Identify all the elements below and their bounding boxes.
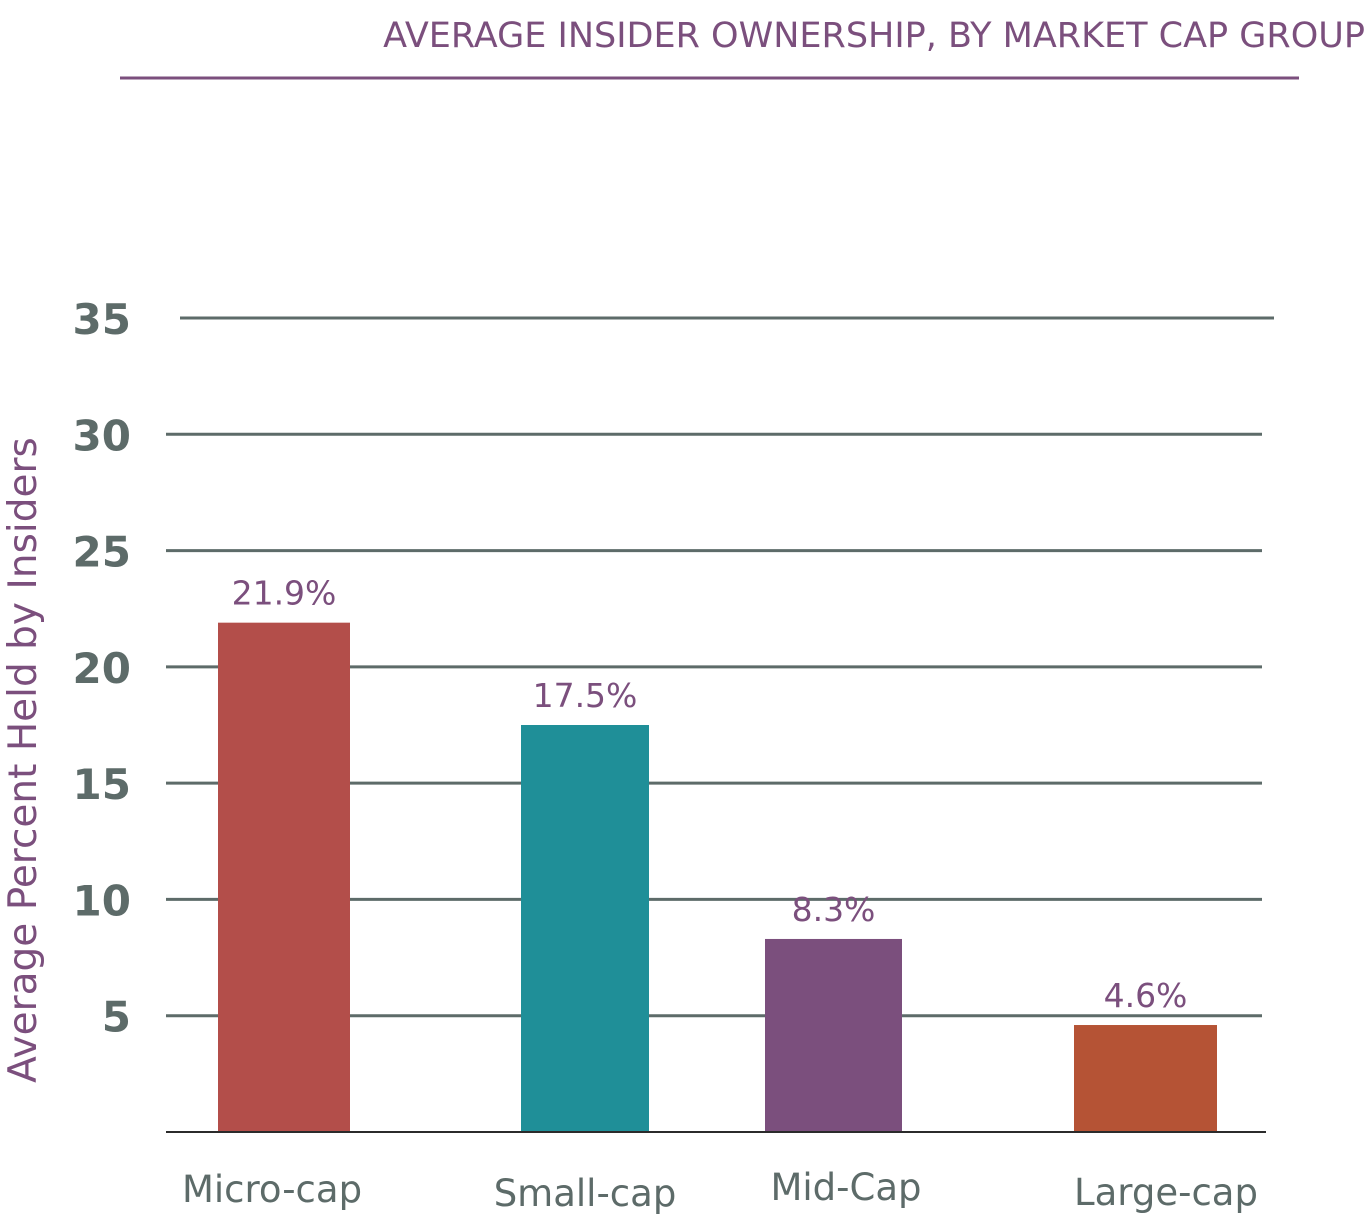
y-tick-label: 10 (73, 876, 131, 925)
y-axis-label: Average Percent Held by Insiders (1, 437, 46, 1083)
y-tick-label: 30 (73, 411, 131, 460)
y-tick-label: 15 (73, 760, 131, 809)
y-tick-label: 35 (73, 295, 131, 344)
bar-micro-cap (218, 622, 350, 1132)
x-category-label: Micro-cap (182, 1168, 362, 1211)
value-label: 4.6% (1104, 976, 1188, 1015)
x-axis-categories: Micro-cap Small-cap Mid-Cap Large-cap (182, 1166, 1258, 1215)
value-labels: 21.9% 17.5% 8.3% 4.6% (232, 574, 1188, 1015)
chart-title: AVERAGE INSIDER OWNERSHIP, BY MARKET CAP… (383, 16, 1365, 56)
y-tick-label: 20 (73, 644, 131, 693)
y-tick-label: 25 (73, 528, 131, 577)
y-axis-ticks: 5 10 15 20 25 30 35 (73, 295, 131, 1042)
x-category-label: Large-cap (1074, 1171, 1258, 1214)
bar-large-cap (1074, 1025, 1217, 1132)
x-category-label: Mid-Cap (770, 1166, 921, 1209)
value-label: 21.9% (232, 574, 337, 613)
bar-small-cap (521, 725, 649, 1132)
x-category-label: Small-cap (494, 1172, 677, 1215)
value-label: 8.3% (792, 890, 876, 929)
bar-mid-cap (765, 938, 902, 1132)
value-label: 17.5% (533, 676, 638, 715)
y-tick-label: 5 (102, 993, 131, 1042)
bars (218, 622, 1217, 1132)
